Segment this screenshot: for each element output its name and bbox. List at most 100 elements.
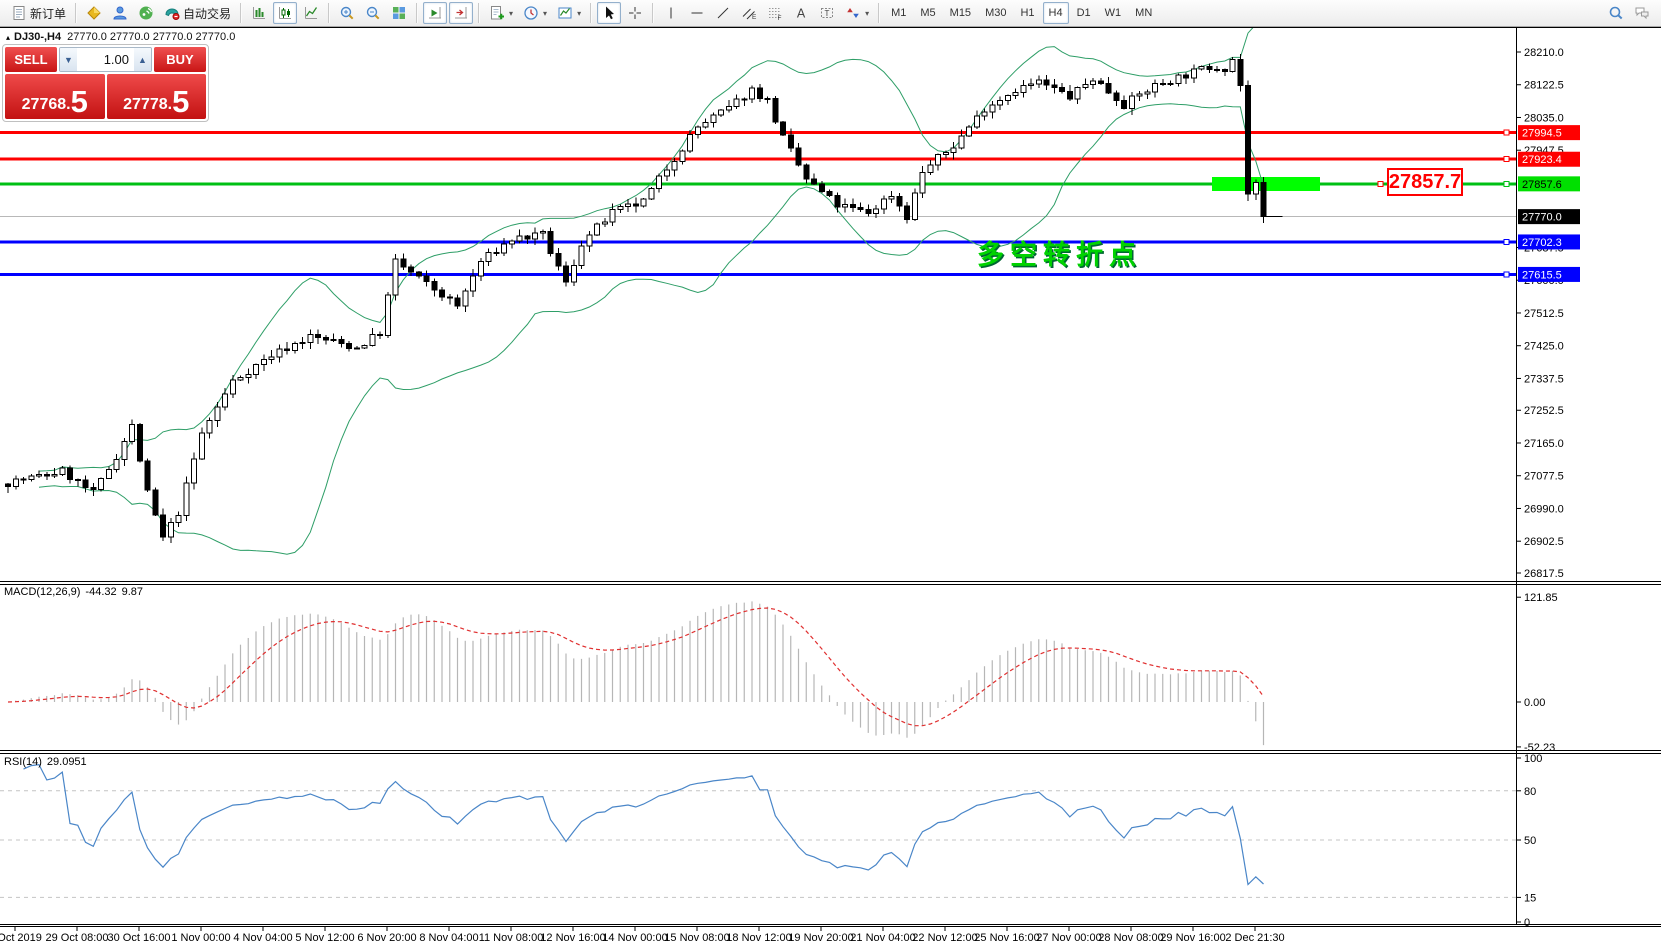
- sell-price[interactable]: 27768. 5: [5, 74, 105, 119]
- vertical-line-button[interactable]: [659, 2, 683, 24]
- text-icon: A: [793, 5, 809, 21]
- timeframe-d1-button[interactable]: D1: [1071, 2, 1097, 24]
- market-icon: [86, 5, 102, 21]
- svg-text:E: E: [752, 14, 757, 21]
- new-order-icon: [11, 5, 27, 21]
- rsi-axis-tick: 80: [1524, 786, 1536, 798]
- timeframe-m30-button[interactable]: M30: [979, 2, 1012, 24]
- fibonacci-icon: F: [767, 5, 783, 22]
- tile-windows-icon: [391, 5, 407, 21]
- rsi-name: RSI(14): [4, 756, 42, 768]
- macd-signal-line: [7, 607, 1264, 727]
- chart-annotation-text[interactable]: 多空转折点: [977, 240, 1142, 270]
- time-axis-label: 21 Nov 04:00: [850, 932, 915, 944]
- sell-button[interactable]: SELL: [5, 47, 57, 72]
- timeframe-h4-button[interactable]: H4: [1042, 2, 1069, 24]
- dropdown-arrow-icon[interactable]: ▾: [543, 8, 548, 18]
- arrows-button[interactable]: ▾: [841, 2, 873, 24]
- search-icon: [1608, 5, 1624, 21]
- price-callout-label[interactable]: 27857.7: [1387, 168, 1463, 196]
- price-tag: 27702.3: [1518, 234, 1580, 250]
- sell-price-main: 27768: [21, 96, 67, 113]
- text-button[interactable]: A: [789, 2, 813, 24]
- rsi-axis-tick: 0: [1524, 917, 1530, 929]
- macd-axis-tick: 0.00: [1524, 697, 1545, 709]
- svg-text:A: A: [797, 7, 806, 21]
- horizontal-line-button[interactable]: [685, 2, 709, 24]
- buy-button[interactable]: BUY: [154, 47, 206, 72]
- timeframe-m15-button[interactable]: M15: [944, 2, 977, 24]
- candlestick-button[interactable]: [273, 2, 298, 24]
- callout-anchor-marker: [1377, 180, 1384, 187]
- auto-scroll-button[interactable]: [423, 2, 448, 24]
- dropdown-arrow-icon[interactable]: ▾: [509, 8, 514, 18]
- trendline-button[interactable]: [711, 2, 735, 24]
- community-button[interactable]: [108, 2, 132, 24]
- candlestick-icon: [277, 5, 293, 21]
- dropdown-arrow-icon[interactable]: ▾: [577, 8, 582, 18]
- text-label-button[interactable]: T: [815, 2, 839, 24]
- indicators-button[interactable]: ▾: [485, 2, 517, 24]
- label-icon: T: [819, 5, 835, 21]
- tile-windows-button[interactable]: [387, 2, 411, 24]
- svg-text:27615.5: 27615.5: [1522, 269, 1562, 281]
- time-axis-label: 11 Nov 08:00: [479, 932, 544, 944]
- chart-title: ▴ DJ30-,H4 27770.0 27770.0 27770.0 27770.0: [6, 31, 235, 43]
- templates-icon: [557, 5, 573, 21]
- toolbar-separator: [75, 3, 78, 23]
- hlines-layer: [0, 129, 1516, 278]
- new-order-button-label: 新订单: [30, 6, 67, 21]
- timeframe-h1-button[interactable]: H1: [1014, 2, 1040, 24]
- bar-chart-button[interactable]: [247, 2, 271, 24]
- timeframe-mn-button[interactable]: MN: [1129, 2, 1158, 24]
- auto-trading-button[interactable]: 自动交易: [160, 2, 235, 24]
- time-axis-label: 18 Nov 12:00: [726, 932, 791, 944]
- crosshair-button[interactable]: [623, 2, 647, 24]
- macd-layer: [7, 601, 1265, 746]
- periods-button[interactable]: ▾: [519, 2, 551, 24]
- timeframe-m1-button[interactable]: M1: [885, 2, 912, 24]
- price-axis-tick: 26817.5: [1524, 568, 1564, 580]
- line-chart-button[interactable]: [299, 2, 323, 24]
- volume-decrease-button[interactable]: ▼: [60, 48, 77, 71]
- zoom-in-button[interactable]: [335, 2, 359, 24]
- signals-button[interactable]: [134, 2, 158, 24]
- buy-price-main: 27778: [123, 96, 168, 113]
- time-axis-label: 1 Nov 00:00: [171, 932, 230, 944]
- zoom-out-button[interactable]: [361, 2, 385, 24]
- fibonacci-button[interactable]: F: [763, 2, 787, 24]
- macd-axis-tick: -52.23: [1524, 742, 1555, 754]
- time-axis-label: 22 Nov 12:00: [912, 932, 977, 944]
- equidistant-channel-button[interactable]: E: [737, 2, 761, 24]
- volume-input[interactable]: [77, 48, 134, 71]
- cursor-icon: [601, 5, 617, 21]
- search-button[interactable]: [1604, 2, 1628, 24]
- price-axis-tick: 27252.5: [1524, 405, 1564, 417]
- macd-signal-value: 9.87: [121, 586, 144, 598]
- cursor-button[interactable]: [597, 2, 622, 24]
- timeframe-m5-button[interactable]: M5: [914, 2, 941, 24]
- one-click-trading-panel: SELL ▼ ▲ BUY 27768.5 27778.5: [2, 44, 209, 122]
- timeframe-w1-button[interactable]: W1: [1099, 2, 1128, 24]
- timeframe-h1-button-label: H1: [1020, 7, 1035, 19]
- bar-chart-icon: [251, 5, 267, 21]
- templates-button[interactable]: ▾: [553, 2, 585, 24]
- svg-text:27702.3: 27702.3: [1522, 237, 1562, 249]
- chart-shift-icon: [453, 5, 469, 21]
- market-button[interactable]: [82, 2, 106, 24]
- chart-shift-button[interactable]: [449, 2, 474, 24]
- chat-button[interactable]: [1630, 2, 1654, 24]
- price-chart-canvas[interactable]: 28210.028122.528035.027947.527687.527600…: [0, 27, 1661, 949]
- bollinger-lower-band: [38, 103, 1264, 555]
- new-order-button[interactable]: 新订单: [7, 2, 70, 24]
- zoom-out-icon: [365, 5, 381, 21]
- timeframe-m30-button-label: M30: [985, 7, 1007, 19]
- dropdown-arrow-icon[interactable]: ▾: [865, 8, 870, 18]
- buy-price[interactable]: 27778. 5: [106, 74, 206, 119]
- volume-increase-button[interactable]: ▲: [134, 48, 151, 71]
- sell-price-fraction: 5: [70, 84, 88, 119]
- triangle-down-icon: ▼: [64, 54, 73, 65]
- chart-frame: [0, 27, 1661, 927]
- price-axis-tick: 28210.0: [1524, 47, 1564, 59]
- collapse-icon[interactable]: ▴: [6, 33, 11, 42]
